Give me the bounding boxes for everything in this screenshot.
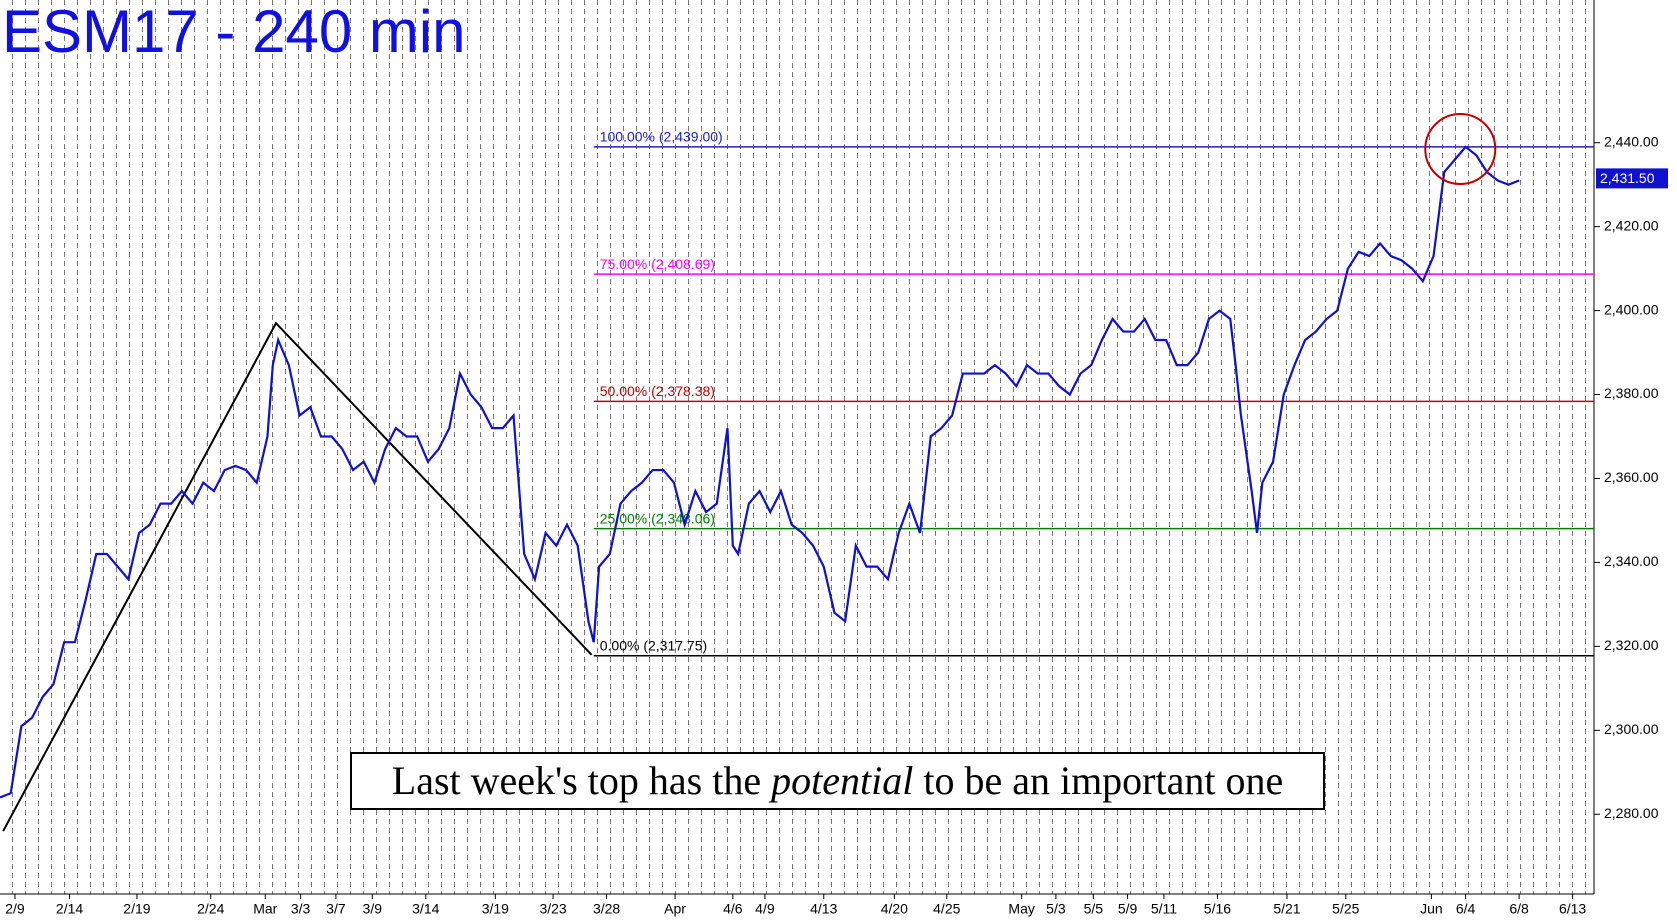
trend-line (2, 321, 593, 832)
x-tick-label: 4/13 (810, 901, 837, 917)
x-tick-label: Jun (1420, 901, 1443, 917)
y-tick-label: 2,400.00 (1604, 301, 1659, 317)
last-price-box (1596, 168, 1668, 189)
fib-label: 50.00% (2,378.38) (600, 383, 715, 399)
y-tick-label: 2,300.00 (1604, 721, 1659, 737)
x-tick-label: 2/9 (5, 901, 25, 917)
last-price-label: 2,431.50 (1600, 170, 1655, 186)
chart-title: ESM17 - 240 min (2, 0, 466, 65)
caption: Last week's top has the potential to be … (350, 752, 1325, 810)
x-tick-label: 2/14 (56, 901, 83, 917)
y-tick-label: 2,440.00 (1604, 133, 1659, 149)
x-tick-label: Mar (253, 901, 277, 917)
x-tick-label: 5/21 (1273, 901, 1300, 917)
x-tick-label: 6/4 (1456, 901, 1476, 917)
x-tick-label: 3/19 (482, 901, 509, 917)
x-tick-label: 3/28 (593, 901, 620, 917)
x-tick-label: 6/8 (1509, 901, 1529, 917)
x-tick-label: 5/5 (1084, 901, 1104, 917)
caption-text: to be an important one (913, 758, 1284, 803)
fib-label: 0.00% (2,317.75) (600, 638, 707, 654)
x-tick-label: 5/9 (1118, 901, 1138, 917)
x-tick-label: 5/25 (1332, 901, 1359, 917)
x-tick-label: 4/6 (723, 901, 743, 917)
x-tick-label: 3/3 (291, 901, 311, 917)
price-line (0, 145, 1520, 799)
caption-text: Last week's top has the (391, 758, 772, 803)
x-tick-label: 3/7 (326, 901, 346, 917)
x-tick-label: 4/20 (881, 901, 908, 917)
x-tick-label: May (1008, 901, 1034, 917)
fib-label: 75.00% (2,408.69) (600, 256, 715, 272)
fib-label: 100.00% (2,439.00) (600, 129, 723, 145)
x-tick-label: 2/19 (123, 901, 150, 917)
x-tick-label: 5/16 (1204, 901, 1231, 917)
x-tick-label: 5/3 (1046, 901, 1066, 917)
y-tick-label: 2,420.00 (1604, 217, 1659, 233)
caption-emphasis: potential (771, 758, 914, 803)
y-tick-label: 2,320.00 (1604, 637, 1659, 653)
highlight-circle (1424, 113, 1497, 185)
y-tick-label: 2,340.00 (1604, 553, 1659, 569)
x-tick-label: 4/9 (755, 901, 775, 917)
y-tick-label: 2,360.00 (1604, 469, 1659, 485)
x-tick-label: Apr (664, 901, 686, 917)
x-tick-label: 3/9 (363, 901, 383, 917)
x-tick-label: 2/24 (197, 901, 224, 917)
x-tick-label: 4/25 (933, 901, 960, 917)
x-tick-label: 6/13 (1559, 901, 1586, 917)
y-tick-label: 2,380.00 (1604, 385, 1659, 401)
x-tick-label: 5/11 (1151, 901, 1177, 917)
y-tick-label: 2,280.00 (1604, 805, 1659, 821)
x-tick-label: 3/23 (539, 901, 566, 917)
x-tick-label: 3/14 (412, 901, 439, 917)
